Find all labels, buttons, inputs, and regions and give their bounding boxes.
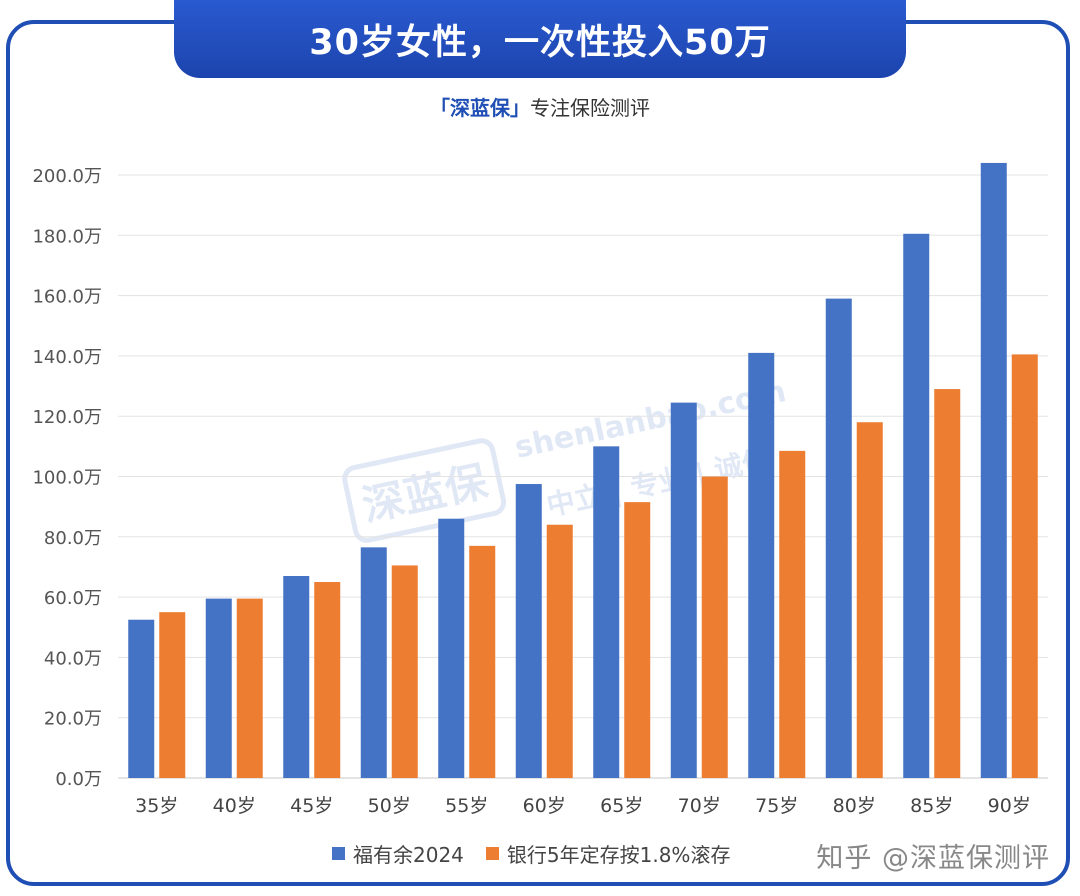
x-tick-label: 55岁 — [445, 795, 488, 817]
brand-name: 「深蓝保」 — [430, 96, 530, 120]
footer-credit: 知乎 @深蓝保测评 — [816, 843, 1050, 874]
bar-series1 — [670, 402, 697, 778]
x-tick-label: 40岁 — [213, 795, 256, 817]
x-tick-label: 90岁 — [988, 795, 1031, 817]
title-banner: 30岁女性，一次性投入50万 — [174, 0, 906, 78]
bar-series2 — [546, 524, 573, 778]
legend-item-series1: 福有余2024 — [332, 839, 464, 868]
bar-series1 — [825, 298, 852, 778]
bar-series1 — [205, 598, 232, 778]
x-tick-label: 85岁 — [910, 795, 953, 817]
bar-series2 — [624, 502, 651, 778]
bar-series1 — [748, 352, 775, 778]
y-tick-label: 140.0万 — [32, 347, 102, 368]
y-tick-label: 180.0万 — [32, 226, 102, 247]
bar-series1 — [515, 484, 542, 778]
bar-series2 — [856, 422, 883, 778]
y-tick-label: 60.0万 — [44, 588, 102, 609]
legend-swatch-series1 — [332, 846, 345, 860]
y-tick-label: 80.0万 — [44, 528, 102, 549]
subtitle: 「深蓝保」专注保险测评 — [0, 92, 1080, 121]
x-tick-label: 70岁 — [678, 795, 721, 817]
bar-series2 — [314, 582, 341, 778]
x-tick-label: 65岁 — [600, 795, 643, 817]
bar-series1 — [903, 233, 930, 779]
bar-series2 — [779, 450, 806, 778]
y-tick-label: 40.0万 — [44, 648, 102, 669]
bar-series1 — [438, 518, 465, 778]
bar-series2 — [159, 612, 186, 778]
x-tick-label: 35岁 — [135, 795, 178, 817]
bar-series2 — [236, 598, 263, 778]
bar-series1 — [360, 547, 387, 778]
bar-series1 — [283, 575, 310, 778]
bar-series2 — [934, 389, 961, 778]
legend: 福有余2024 银行5年定存按1.8%滚存 — [332, 839, 752, 868]
bar-series2 — [701, 476, 728, 778]
x-tick-label: 75岁 — [755, 795, 798, 817]
x-tick-label: 80岁 — [833, 795, 876, 817]
bar-series2 — [1011, 354, 1038, 778]
chart-title: 30岁女性，一次性投入50万 — [309, 22, 771, 63]
y-tick-label: 20.0万 — [44, 709, 102, 730]
legend-item-series2: 银行5年定存按1.8%滚存 — [485, 839, 731, 868]
legend-label-series2: 银行5年定存按1.8%滚存 — [506, 842, 731, 867]
brand-tagline: 专注保险测评 — [530, 96, 650, 120]
bar-series1 — [128, 619, 155, 778]
x-tick-label: 50岁 — [368, 795, 411, 817]
bar-series2 — [391, 565, 418, 778]
y-tick-label: 160.0万 — [32, 287, 102, 308]
x-tick-label: 45岁 — [290, 795, 333, 817]
y-tick-label: 100.0万 — [32, 468, 102, 489]
legend-swatch-series2 — [485, 846, 499, 860]
bar-series2 — [469, 545, 496, 778]
bar-series1 — [980, 162, 1007, 778]
x-tick-label: 60岁 — [523, 795, 566, 817]
y-tick-label: 120.0万 — [32, 407, 102, 428]
bar-series1 — [593, 446, 620, 778]
y-tick-label: 200.0万 — [32, 166, 102, 187]
legend-label-series1: 福有余2024 — [353, 842, 464, 867]
y-tick-label: 0.0万 — [55, 769, 102, 790]
